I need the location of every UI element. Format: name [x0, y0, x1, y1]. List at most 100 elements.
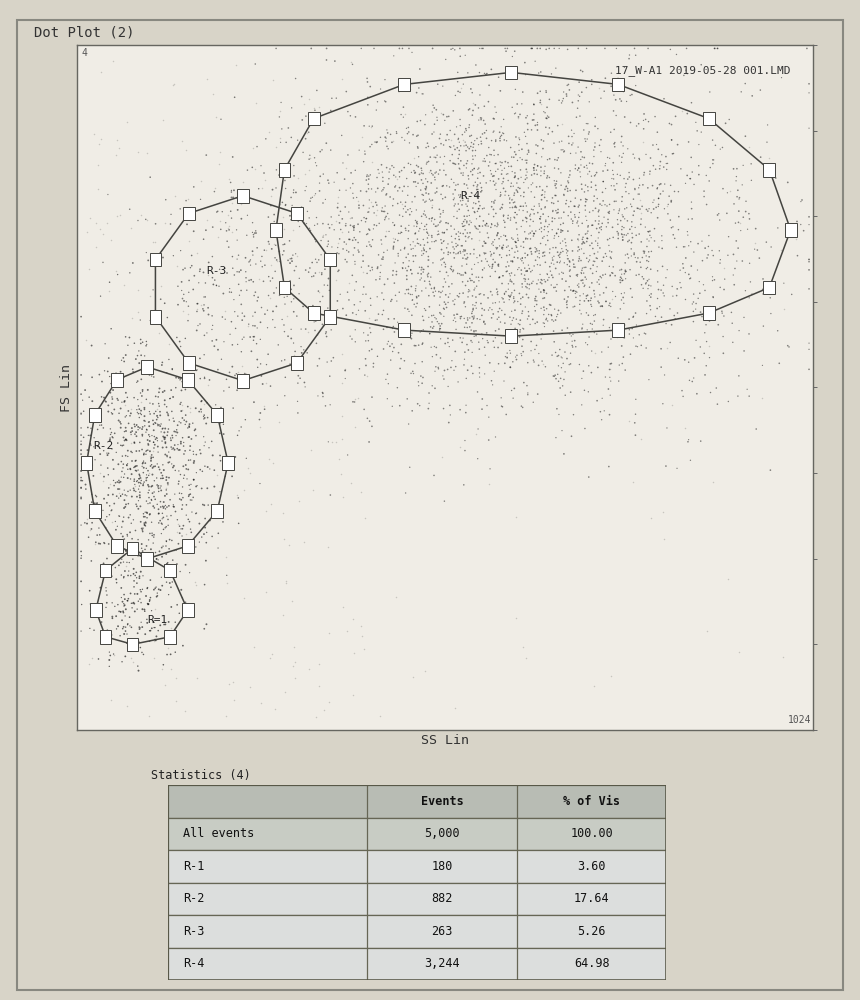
- Point: [135, 427, 149, 443]
- Point: [144, 623, 157, 639]
- Point: [151, 501, 165, 517]
- Point: [571, 40, 585, 56]
- Point: [555, 142, 568, 158]
- Point: [156, 505, 169, 521]
- Point: [449, 87, 463, 103]
- Point: [148, 437, 162, 453]
- Point: [186, 415, 200, 431]
- Point: [451, 203, 464, 219]
- Point: [208, 272, 222, 288]
- Point: [516, 399, 530, 415]
- Point: [331, 200, 345, 216]
- Point: [347, 240, 361, 256]
- Point: [581, 219, 595, 235]
- Point: [207, 338, 221, 354]
- Point: [134, 331, 148, 347]
- Point: [289, 184, 303, 200]
- Point: [412, 149, 426, 165]
- Point: [388, 217, 402, 233]
- Point: [498, 187, 512, 203]
- Point: [387, 167, 401, 183]
- Point: [388, 255, 402, 271]
- Point: [138, 517, 151, 533]
- Point: [150, 496, 164, 512]
- Point: [298, 215, 311, 231]
- Point: [387, 234, 401, 250]
- Point: [659, 270, 673, 286]
- Point: [419, 302, 433, 318]
- Point: [442, 339, 456, 355]
- Point: [486, 377, 500, 393]
- Point: [348, 253, 362, 269]
- Point: [572, 209, 586, 225]
- Point: [89, 489, 103, 505]
- Point: [222, 171, 236, 187]
- Point: [729, 173, 743, 189]
- Point: [83, 522, 96, 538]
- Point: [504, 287, 518, 303]
- Point: [112, 508, 126, 524]
- Point: [393, 207, 407, 223]
- Point: [432, 166, 445, 182]
- Point: [251, 289, 265, 305]
- Point: [125, 466, 138, 482]
- Point: [239, 250, 253, 266]
- Point: [463, 128, 476, 144]
- Point: [489, 241, 503, 257]
- Point: [461, 191, 475, 207]
- Point: [582, 124, 596, 140]
- Point: [668, 230, 682, 246]
- Point: [171, 297, 185, 313]
- Point: [585, 76, 599, 92]
- Point: [582, 279, 596, 295]
- Point: [132, 475, 145, 491]
- Point: [101, 487, 115, 503]
- Point: [415, 172, 428, 188]
- Point: [389, 169, 402, 185]
- Bar: [279, 281, 291, 294]
- Point: [513, 198, 527, 214]
- Point: [453, 311, 467, 327]
- Point: [152, 398, 166, 414]
- Point: [749, 421, 763, 437]
- Point: [541, 267, 555, 283]
- Point: [603, 369, 617, 385]
- Point: [321, 300, 335, 316]
- Point: [390, 125, 403, 141]
- Point: [692, 274, 706, 290]
- Point: [100, 509, 114, 525]
- Point: [366, 389, 379, 405]
- Point: [729, 169, 743, 185]
- Point: [487, 306, 501, 322]
- Point: [209, 109, 223, 125]
- Point: [479, 245, 493, 261]
- Point: [126, 595, 140, 611]
- Point: [421, 267, 434, 283]
- Point: [742, 326, 756, 342]
- Point: [173, 372, 187, 388]
- Point: [105, 502, 119, 518]
- Point: [560, 242, 574, 258]
- Point: [592, 272, 605, 288]
- Point: [154, 278, 168, 294]
- Point: [87, 126, 101, 142]
- Point: [614, 93, 628, 109]
- Point: [363, 237, 377, 253]
- Point: [459, 397, 473, 413]
- Point: [538, 359, 552, 375]
- Point: [127, 596, 141, 612]
- Point: [500, 324, 513, 340]
- Point: [120, 554, 134, 570]
- Point: [466, 139, 480, 155]
- Point: [415, 270, 428, 286]
- Point: [394, 107, 408, 123]
- Point: [485, 236, 499, 252]
- Point: [679, 40, 693, 56]
- Point: [488, 330, 502, 346]
- Point: [108, 401, 121, 417]
- Point: [138, 400, 151, 416]
- Point: [611, 227, 625, 243]
- Point: [757, 318, 771, 334]
- Point: [138, 413, 152, 429]
- Point: [198, 621, 212, 637]
